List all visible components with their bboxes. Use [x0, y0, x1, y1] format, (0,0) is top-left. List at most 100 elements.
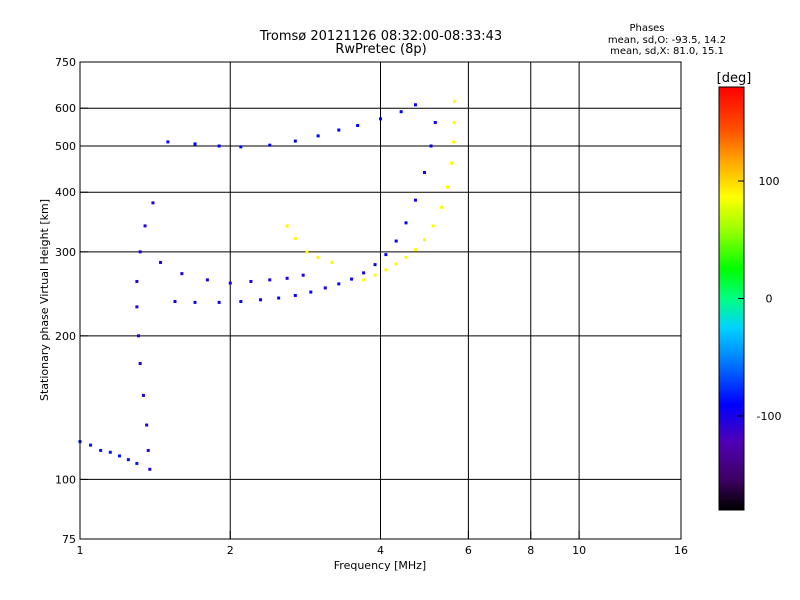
- x-tick-label: 1: [77, 544, 84, 557]
- y-tick-label: 100: [55, 473, 76, 486]
- echo-point-F2-O: [173, 300, 177, 304]
- x-tick-label: 6: [465, 544, 472, 557]
- stats-x-line: mean, sd,X: 81.0, 15.1: [610, 46, 724, 57]
- echo-point-F2-X: [404, 255, 408, 259]
- echo-point-diffuse-F: [285, 276, 289, 280]
- echo-point-F1-O: [148, 467, 152, 471]
- echo-point-F1-O: [146, 448, 150, 452]
- echo-point-F2-O: [362, 271, 366, 275]
- echo-point-upper-echo: [193, 142, 197, 146]
- echo-point-F2-O: [259, 298, 263, 302]
- echo-point-F2-O: [309, 290, 313, 294]
- echo-point-F2-O: [394, 239, 398, 243]
- echo-point-F1-O: [145, 423, 149, 427]
- y-tick-label: 300: [55, 246, 76, 259]
- echo-point-F2-O: [384, 253, 388, 257]
- axis-ticks: 1 2 4 6 8 10 16 75 100 200 300 400 500 600 750: [55, 56, 688, 557]
- colorbar: [718, 86, 745, 511]
- echo-point-F2-X: [413, 248, 417, 252]
- echo-point-F1-O: [138, 361, 142, 365]
- echo-point-F2-X: [449, 161, 453, 165]
- y-tick-label: 500: [55, 140, 76, 153]
- echo-point-F2-X: [394, 262, 398, 266]
- echo-point-upper-echo: [399, 110, 403, 114]
- echo-point-F2-X: [373, 273, 377, 277]
- echo-point-diffuse-F: [301, 273, 305, 277]
- echo-point-E-O: [135, 461, 139, 465]
- echo-point-E-O: [89, 443, 93, 447]
- colorbar-tick-label: -100: [757, 410, 782, 423]
- echo-point-upper-echo: [356, 123, 360, 127]
- colorbar-label: [deg]: [717, 71, 752, 86]
- echo-point-F2-O: [293, 293, 297, 297]
- echo-point-E-O: [118, 454, 122, 458]
- echo-point-F2-O: [337, 282, 341, 286]
- echo-point-X-fragment: [305, 250, 309, 254]
- stats-o-line: mean, sd,O: -93.5, 14.2: [608, 35, 726, 46]
- echo-point-F2-X: [452, 121, 456, 125]
- echo-point-F2-X: [431, 224, 435, 228]
- echo-point-F1-O: [138, 250, 142, 254]
- echo-point-upper-echo: [268, 143, 272, 147]
- echo-point-diffuse-F: [205, 278, 209, 282]
- echo-point-F2-O: [413, 198, 417, 202]
- echo-point-E-O: [126, 458, 130, 462]
- echo-point-F2-O: [277, 296, 281, 300]
- colorbar-tick-label: 100: [759, 175, 780, 188]
- echo-point-diffuse-F: [268, 278, 272, 282]
- echo-point-upper-echo: [217, 144, 221, 148]
- echo-point-upper-echo: [239, 145, 243, 149]
- echo-point-F1-O: [135, 279, 139, 283]
- echo-point-X-fragment: [285, 224, 289, 228]
- echo-point-F2-O: [217, 300, 221, 304]
- stats-label: Phases: [629, 23, 664, 34]
- chart-title-line1: Tromsø 20121126 08:32:00-08:33:43: [259, 29, 502, 44]
- x-tick-label: 2: [227, 544, 234, 557]
- echo-point-F2-O: [193, 300, 197, 304]
- y-tick-label: 200: [55, 330, 76, 343]
- echo-point-diffuse-F: [228, 281, 232, 285]
- echo-point-F1-O: [141, 393, 145, 397]
- echo-point-F2-X: [453, 99, 457, 103]
- x-tick-label: 8: [527, 544, 534, 557]
- echo-point-upper-echo: [316, 134, 320, 138]
- echo-point-F2-X: [446, 185, 450, 189]
- grid-lines: [80, 62, 681, 539]
- x-axis-label: Frequency [MHz]: [334, 559, 426, 572]
- echo-point-F1-O: [135, 305, 139, 309]
- echo-point-F2-O: [373, 263, 377, 267]
- echo-point-F2-X: [384, 268, 388, 272]
- echo-point-F2-O: [350, 277, 354, 281]
- echo-point-diffuse-F: [180, 272, 184, 276]
- x-tick-label: 16: [674, 544, 688, 557]
- echo-point-F2-O: [404, 221, 408, 225]
- colorbar-tick-label: 0: [766, 293, 773, 306]
- echo-point-F2-O: [422, 170, 426, 174]
- echo-point-F2-X: [362, 278, 366, 282]
- echo-point-diffuse-F: [249, 279, 253, 283]
- echo-point-F1-O: [143, 224, 147, 228]
- echo-point-X-fragment: [330, 260, 334, 264]
- data-points: [78, 99, 457, 471]
- y-tick-label: 600: [55, 102, 76, 115]
- echo-point-upper-echo: [166, 140, 170, 144]
- echo-point-E-O: [108, 450, 112, 454]
- echo-point-upper-echo: [413, 103, 417, 107]
- echo-point-F1-O: [151, 201, 155, 205]
- y-tick-label: 400: [55, 186, 76, 199]
- chart-title-line2: RwPretec (8p): [335, 42, 426, 57]
- echo-point-X-fragment: [293, 236, 297, 240]
- echo-point-E-O: [99, 448, 103, 452]
- echo-point-upper-echo: [293, 139, 297, 143]
- echo-point-upper-echo: [337, 128, 341, 132]
- colorbar-ticks: 100 0 -100: [738, 175, 781, 423]
- x-tick-label: 4: [377, 544, 384, 557]
- echo-point-F2-O: [433, 121, 437, 125]
- echo-point-F2-O: [429, 144, 433, 148]
- echo-point-X-fragment: [316, 255, 320, 259]
- y-tick-label: 750: [55, 56, 76, 69]
- echo-point-F2-X: [422, 238, 426, 242]
- echo-point-F2-X: [451, 140, 455, 144]
- echo-point-F1-O: [137, 334, 141, 338]
